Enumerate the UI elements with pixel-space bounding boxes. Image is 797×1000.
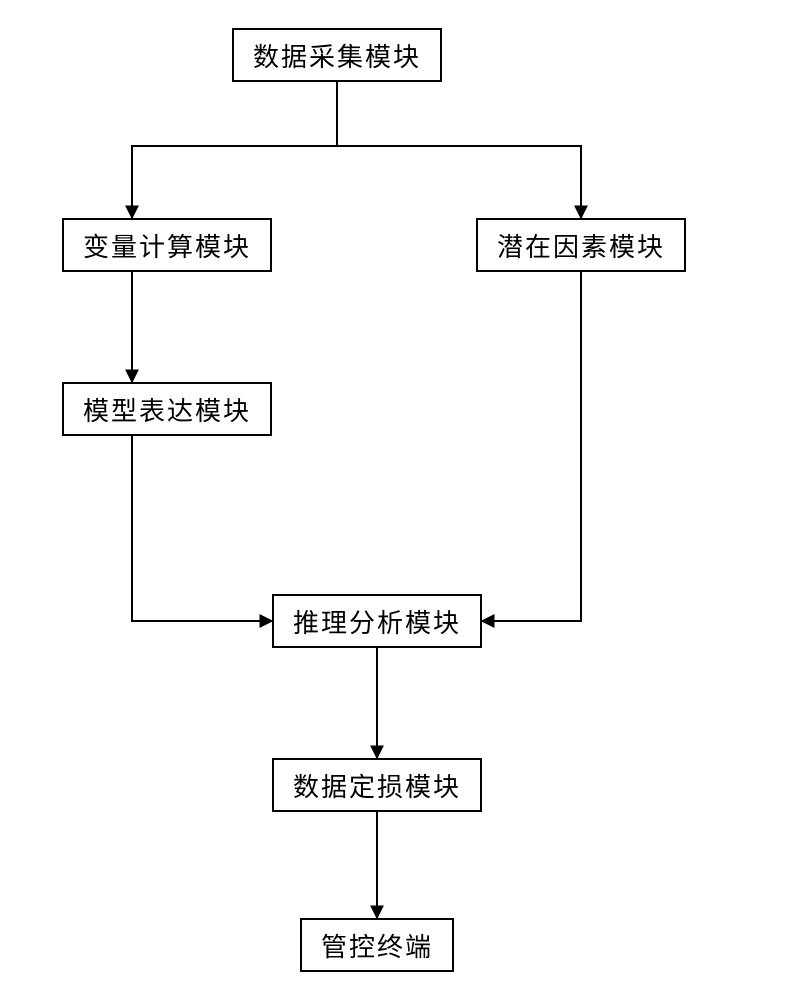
node-data-loss: 数据定损模块 <box>272 758 482 812</box>
node-label: 数据定损模块 <box>293 767 461 804</box>
flowchart-edges <box>0 0 797 1000</box>
node-latent-factor: 潜在因素模块 <box>476 218 686 272</box>
edge-n1-n3 <box>337 82 581 218</box>
node-data-collection: 数据采集模块 <box>232 28 442 82</box>
node-variable-calc: 变量计算模块 <box>62 218 272 272</box>
node-label: 模型表达模块 <box>83 391 251 428</box>
node-label: 推理分析模块 <box>293 603 461 640</box>
node-control-terminal: 管控终端 <box>300 918 454 972</box>
node-label: 潜在因素模块 <box>497 227 665 264</box>
node-inference-analysis: 推理分析模块 <box>272 594 482 648</box>
edge-n3-n5 <box>482 272 581 621</box>
node-model-expression: 模型表达模块 <box>62 382 272 436</box>
node-label: 管控终端 <box>321 927 433 964</box>
node-label: 数据采集模块 <box>253 37 421 74</box>
node-label: 变量计算模块 <box>83 227 251 264</box>
edge-n4-n5 <box>132 436 272 621</box>
edge-n1-n2 <box>132 82 337 218</box>
